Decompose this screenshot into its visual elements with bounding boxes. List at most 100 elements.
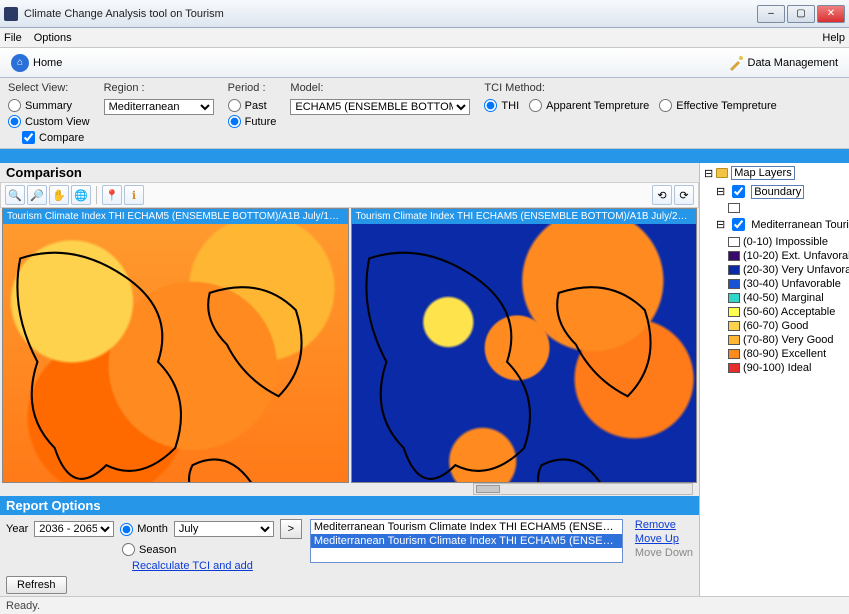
legend-row: (20-30) Very Unfavorable xyxy=(704,263,847,277)
wand-icon xyxy=(728,55,744,71)
radio-past[interactable] xyxy=(228,99,241,112)
window-close-button[interactable]: ✕ xyxy=(817,5,845,23)
move-up-link[interactable]: Move Up xyxy=(635,533,693,545)
legend-row: (80-90) Excellent xyxy=(704,347,847,361)
tree-minus-icon[interactable]: ⊟ xyxy=(704,167,713,180)
mtci-node[interactable]: Mediterranean Tourism Climate xyxy=(751,219,849,231)
menu-help[interactable]: Help xyxy=(822,32,845,44)
year-select[interactable]: 2036 - 2065 xyxy=(34,521,114,537)
tool-zoom-in[interactable]: 🔍 xyxy=(5,185,25,205)
window-maximize-button[interactable]: ▢ xyxy=(787,5,815,23)
radio-summary[interactable] xyxy=(8,99,21,112)
legend-swatch xyxy=(728,349,740,359)
legend-row: (0-10) Impossible xyxy=(704,235,847,249)
tool-zoom-out[interactable]: 🔎 xyxy=(27,185,47,205)
main-toolbar: ⌂ Home Data Management xyxy=(0,48,849,78)
radio-effective-temperature[interactable] xyxy=(659,99,672,112)
map-panel-left: Tourism Climate Index THI ECHAM5 (ENSEMB… xyxy=(2,208,349,483)
legend-label: (80-90) Excellent xyxy=(743,348,826,360)
map-right-caption: Tourism Climate Index THI ECHAM5 (ENSEMB… xyxy=(352,209,697,224)
refresh-button[interactable]: Refresh xyxy=(6,576,67,594)
tree-minus-icon[interactable]: ⊟ xyxy=(716,185,725,198)
legend-label: (30-40) Unfavorable xyxy=(743,278,841,290)
tool-info[interactable]: ℹ xyxy=(124,185,144,205)
boundary-swatch xyxy=(728,203,740,213)
map-layers-node[interactable]: Map Layers xyxy=(731,166,794,180)
data-management-button[interactable]: Data Management xyxy=(721,51,846,75)
legend-label: (0-10) Impossible xyxy=(743,236,828,248)
remove-link[interactable]: Remove xyxy=(635,519,693,531)
legend-swatch xyxy=(728,363,740,373)
map-toolbar: 🔍 🔎 ✋ 🌐 📍 ℹ ⟲ ⟳ xyxy=(0,182,699,208)
horizontal-scrollbar[interactable] xyxy=(473,483,693,495)
coastline-right xyxy=(352,224,697,482)
legend-swatch xyxy=(728,293,740,303)
move-down-link: Move Down xyxy=(635,547,693,559)
tree-minus-icon[interactable]: ⊟ xyxy=(716,218,725,231)
data-management-label: Data Management xyxy=(748,57,839,69)
legend-label: (90-100) Ideal xyxy=(743,362,812,374)
legend-label: (40-50) Marginal xyxy=(743,292,824,304)
folder-icon xyxy=(716,168,728,178)
menu-file[interactable]: File xyxy=(4,32,22,44)
region-label: Region : xyxy=(104,82,214,94)
model-label: Model: xyxy=(290,82,470,94)
tool-full-extent[interactable]: 🌐 xyxy=(71,185,91,205)
radio-thi[interactable] xyxy=(484,99,497,112)
params-panel: Select View: Summary Custom View Compare… xyxy=(0,78,849,149)
region-select[interactable]: Mediterranean xyxy=(104,99,214,115)
home-button[interactable]: ⌂ Home xyxy=(4,50,69,76)
tool-pan[interactable]: ✋ xyxy=(49,185,69,205)
app-icon xyxy=(4,7,18,21)
radio-month[interactable] xyxy=(120,523,133,536)
report-listbox[interactable]: Mediterranean Tourism Climate Index THI … xyxy=(310,519,623,563)
boundary-node[interactable]: Boundary xyxy=(751,185,804,199)
checkbox-boundary[interactable] xyxy=(732,185,745,198)
report-options-panel: Year 2036 - 2065 Month July > Season Rec… xyxy=(0,515,699,596)
legend-swatch xyxy=(728,265,740,275)
map-right-canvas[interactable] xyxy=(352,224,697,482)
model-select[interactable]: ECHAM5 (ENSEMBLE BOTTOM)/A1B xyxy=(290,99,470,115)
coastline-left xyxy=(3,224,348,482)
year-label: Year xyxy=(6,523,28,535)
period-label: Period : xyxy=(228,82,277,94)
list-item[interactable]: Mediterranean Tourism Climate Index THI … xyxy=(311,534,622,548)
window-minimize-button[interactable]: – xyxy=(757,5,785,23)
legend-label: (10-20) Ext. Unfavorable xyxy=(743,250,849,262)
comparison-title: Comparison xyxy=(0,163,699,182)
recalculate-link[interactable]: Recalculate TCI and add xyxy=(132,560,253,572)
menu-options[interactable]: Options xyxy=(34,32,72,44)
legend-swatch xyxy=(728,251,740,261)
legend-label: (70-80) Very Good xyxy=(743,334,834,346)
legend-swatch xyxy=(728,307,740,317)
radio-season[interactable] xyxy=(122,543,135,556)
legend-swatch xyxy=(728,321,740,331)
tool-identify[interactable]: 📍 xyxy=(102,185,122,205)
legend-swatch xyxy=(728,237,740,247)
legend-label: (60-70) Good xyxy=(743,320,808,332)
legend-label: (20-30) Very Unfavorable xyxy=(743,264,849,276)
radio-custom-view[interactable] xyxy=(8,115,21,128)
tool-sync-left[interactable]: ⟲ xyxy=(652,185,672,205)
window-title: Climate Change Analysis tool on Tourism xyxy=(24,8,757,20)
legend-row: (90-100) Ideal xyxy=(704,361,847,375)
month-select[interactable]: July xyxy=(174,521,274,537)
tool-sync-right[interactable]: ⟳ xyxy=(674,185,694,205)
window-titlebar: Climate Change Analysis tool on Tourism … xyxy=(0,0,849,28)
map-left-canvas[interactable] xyxy=(3,224,348,482)
list-item[interactable]: Mediterranean Tourism Climate Index THI … xyxy=(311,520,622,534)
menubar: File Options Help xyxy=(0,28,849,48)
radio-apparent-temperature[interactable] xyxy=(529,99,542,112)
tci-method-label: TCI Method: xyxy=(484,82,776,94)
legend-row: (10-20) Ext. Unfavorable xyxy=(704,249,847,263)
checkbox-compare[interactable] xyxy=(22,131,35,144)
step-next-button[interactable]: > xyxy=(280,519,302,539)
legend-label: (50-60) Acceptable xyxy=(743,306,835,318)
separator-bar xyxy=(0,149,849,163)
legend-row: (30-40) Unfavorable xyxy=(704,277,847,291)
legend-row: (60-70) Good xyxy=(704,319,847,333)
report-options-header: Report Options xyxy=(0,496,699,515)
legend-row: (50-60) Acceptable xyxy=(704,305,847,319)
radio-future[interactable] xyxy=(228,115,241,128)
checkbox-mtci[interactable] xyxy=(732,218,745,231)
